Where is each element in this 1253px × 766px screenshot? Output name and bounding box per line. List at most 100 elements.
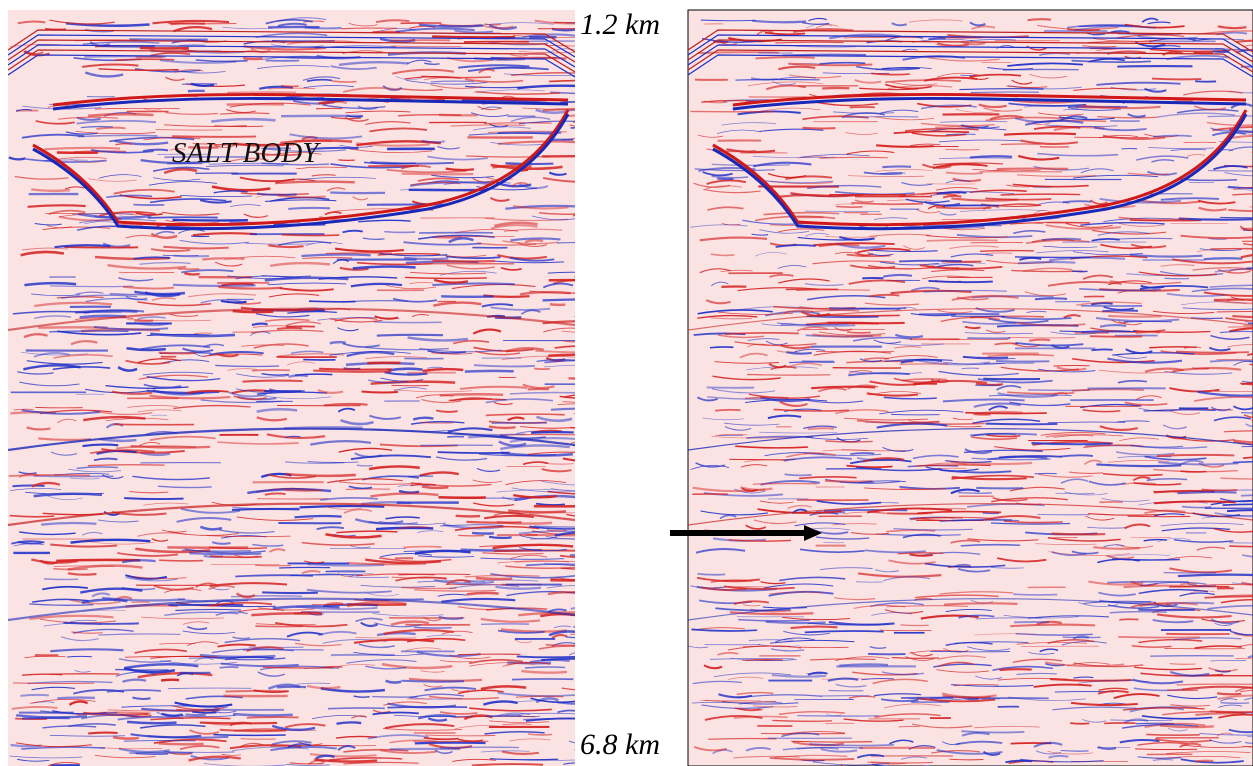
- reflector: [816, 536, 870, 540]
- reflector: [807, 427, 835, 431]
- reflector: [530, 697, 575, 704]
- reflector: [832, 523, 877, 526]
- reflector: [303, 85, 354, 89]
- reflector: [348, 561, 427, 566]
- reflector: [1122, 707, 1205, 711]
- reflector: [874, 116, 934, 121]
- reflector: [871, 763, 930, 766]
- reflector: [27, 680, 113, 685]
- reflector: [888, 559, 936, 565]
- reflector: [319, 367, 392, 371]
- reflector: [122, 285, 174, 290]
- reflector: [180, 507, 241, 514]
- reflector: [972, 168, 1041, 172]
- reflector: [1173, 538, 1234, 543]
- reflector: [510, 758, 575, 761]
- reflector: [986, 434, 1021, 438]
- reflector: [916, 359, 990, 366]
- reflector: [98, 68, 179, 71]
- reflector: [1169, 670, 1210, 677]
- reflector: [1243, 44, 1253, 47]
- reflector: [1218, 704, 1242, 708]
- reflector: [967, 538, 1039, 542]
- reflector: [9, 514, 55, 518]
- reflector: [924, 462, 968, 467]
- reflector: [481, 750, 530, 753]
- reflector: [50, 543, 118, 548]
- reflector: [8, 29, 575, 53]
- reflector: [953, 683, 999, 687]
- reflector: [938, 655, 987, 660]
- reflector: [891, 656, 939, 659]
- reflector: [94, 754, 156, 759]
- reflector: [713, 672, 791, 678]
- reflector: [289, 133, 363, 140]
- reflector: [883, 703, 941, 709]
- reflector: [498, 140, 575, 145]
- reflector: [987, 456, 1048, 460]
- reflector: [401, 586, 457, 590]
- reflector: [1195, 759, 1214, 763]
- reflector: [236, 373, 290, 378]
- reflector: [937, 42, 969, 47]
- reflector: [770, 181, 833, 185]
- reflector: [962, 355, 1009, 359]
- reflector: [1098, 369, 1177, 374]
- reflector: [747, 373, 831, 376]
- reflector: [1139, 284, 1209, 290]
- reflector: [551, 634, 568, 639]
- reflector: [900, 488, 942, 490]
- reflector: [1182, 307, 1253, 311]
- reflector: [29, 698, 96, 704]
- reflector: [1178, 437, 1235, 442]
- reflector: [390, 620, 430, 627]
- reflector: [497, 254, 548, 260]
- reflector: [804, 210, 881, 212]
- reflector: [846, 150, 895, 155]
- reflector: [322, 104, 386, 109]
- reflector: [508, 554, 548, 560]
- reflector: [243, 213, 269, 218]
- reflector: [487, 130, 567, 134]
- reflector: [1158, 461, 1239, 466]
- reflector: [797, 236, 873, 241]
- reflector: [153, 177, 201, 181]
- reflector: [868, 293, 900, 298]
- reflector: [217, 441, 299, 445]
- reflector: [242, 379, 303, 383]
- reflector: [974, 725, 1040, 729]
- reflector: [285, 472, 356, 478]
- reflector: [1097, 115, 1158, 119]
- reflector: [920, 614, 979, 620]
- reflector: [1069, 471, 1104, 475]
- reflector: [210, 143, 235, 148]
- reflector: [375, 19, 410, 24]
- reflector: [1041, 237, 1082, 242]
- reflector: [1183, 90, 1243, 96]
- reflector: [728, 539, 792, 542]
- reflector: [1082, 718, 1107, 723]
- reflector: [158, 742, 204, 746]
- reflector: [982, 750, 1001, 756]
- reflector: [721, 122, 777, 126]
- reflector: [257, 671, 285, 677]
- reflector: [395, 27, 475, 33]
- reflector: [1209, 710, 1253, 713]
- reflector: [690, 465, 730, 470]
- reflector: [1165, 601, 1215, 605]
- reflector: [348, 485, 373, 490]
- reflector: [24, 655, 66, 659]
- reflector: [256, 192, 297, 196]
- reflector: [724, 422, 780, 426]
- reflector: [502, 662, 551, 667]
- reflector: [692, 486, 766, 493]
- reflector: [484, 122, 552, 124]
- reflector: [541, 480, 575, 486]
- reflector: [221, 754, 241, 756]
- reflector: [1138, 271, 1217, 277]
- reflector: [875, 66, 932, 71]
- reflector: [1095, 316, 1180, 323]
- reflector: [779, 400, 808, 407]
- reflector: [385, 516, 420, 520]
- reflector: [1245, 423, 1253, 428]
